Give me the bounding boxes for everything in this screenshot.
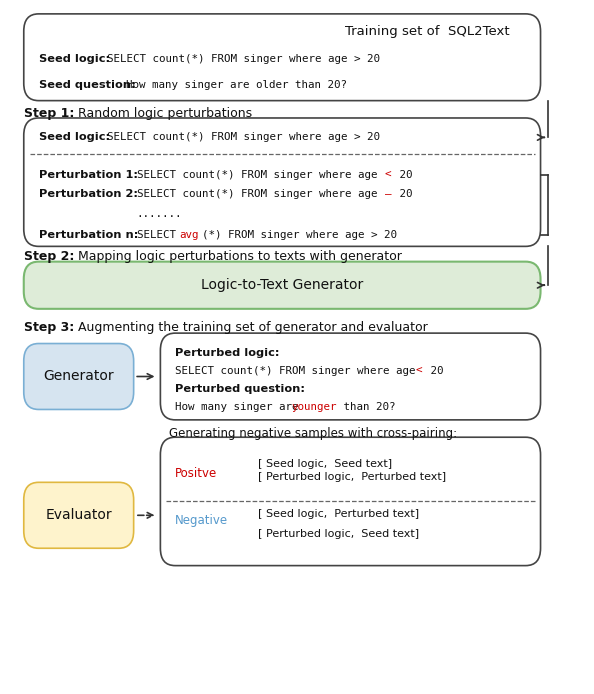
Text: <: < bbox=[385, 170, 391, 180]
Text: Perturbed question:: Perturbed question: bbox=[175, 384, 305, 393]
Text: [ Seed logic,  Seed text]: [ Seed logic, Seed text] bbox=[258, 459, 393, 468]
Text: Seed logic:: Seed logic: bbox=[39, 54, 110, 64]
Text: SELECT: SELECT bbox=[137, 230, 182, 239]
FancyBboxPatch shape bbox=[160, 333, 541, 420]
Text: Positve: Positve bbox=[175, 467, 217, 480]
FancyBboxPatch shape bbox=[160, 437, 541, 566]
Text: Generating negative samples with cross-pairing:: Generating negative samples with cross-p… bbox=[169, 428, 457, 440]
FancyBboxPatch shape bbox=[24, 482, 134, 548]
Text: SELECT count(*) FROM singer where age > 20: SELECT count(*) FROM singer where age > … bbox=[107, 54, 380, 64]
Text: SELECT count(*) FROM singer where age > 20: SELECT count(*) FROM singer where age > … bbox=[107, 133, 380, 142]
Text: Training set of  SQL2Text: Training set of SQL2Text bbox=[345, 25, 510, 37]
Text: <: < bbox=[416, 366, 422, 375]
Text: Augmenting the training set of generator and evaluator: Augmenting the training set of generator… bbox=[74, 321, 428, 334]
Text: Generator: Generator bbox=[43, 369, 114, 384]
Text: How many singer are: How many singer are bbox=[175, 402, 305, 412]
Text: [ Perturbed logic,  Perturbed text]: [ Perturbed logic, Perturbed text] bbox=[258, 473, 447, 482]
FancyBboxPatch shape bbox=[24, 344, 134, 409]
Text: .......: ....... bbox=[137, 209, 182, 219]
Text: (*) FROM singer where age > 20: (*) FROM singer where age > 20 bbox=[202, 230, 397, 239]
Text: Mapping logic perturbations to texts with generator: Mapping logic perturbations to texts wit… bbox=[74, 251, 402, 263]
Text: How many singer are older than 20?: How many singer are older than 20? bbox=[126, 80, 347, 90]
Text: Seed logic:: Seed logic: bbox=[39, 133, 110, 142]
Text: Seed question:: Seed question: bbox=[39, 80, 135, 90]
Text: Random logic perturbations: Random logic perturbations bbox=[74, 108, 252, 120]
Text: Step 2:: Step 2: bbox=[24, 251, 74, 263]
FancyBboxPatch shape bbox=[24, 14, 541, 101]
Text: Step 1:: Step 1: bbox=[24, 108, 74, 120]
Text: younger: younger bbox=[292, 402, 337, 412]
Text: [ Seed logic,  Perturbed text]: [ Seed logic, Perturbed text] bbox=[258, 509, 419, 518]
FancyBboxPatch shape bbox=[24, 118, 541, 246]
Text: Evaluator: Evaluator bbox=[45, 508, 112, 523]
Text: SELECT count(*) FROM singer where age: SELECT count(*) FROM singer where age bbox=[175, 366, 422, 375]
Text: 20: 20 bbox=[393, 189, 413, 199]
Text: [ Perturbed logic,  Seed text]: [ Perturbed logic, Seed text] bbox=[258, 530, 419, 539]
Text: SELECT count(*) FROM singer where age: SELECT count(*) FROM singer where age bbox=[137, 170, 384, 180]
Text: Negative: Negative bbox=[175, 514, 228, 527]
Text: SELECT count(*) FROM singer where age: SELECT count(*) FROM singer where age bbox=[137, 189, 384, 199]
Text: 20: 20 bbox=[393, 170, 413, 180]
Text: Logic-to-Text Generator: Logic-to-Text Generator bbox=[201, 278, 364, 292]
FancyBboxPatch shape bbox=[24, 262, 541, 309]
Text: Perturbation 1:: Perturbation 1: bbox=[39, 170, 138, 180]
Text: Step 3:: Step 3: bbox=[24, 321, 74, 334]
Text: Perturbation n:: Perturbation n: bbox=[39, 230, 138, 239]
Text: –: – bbox=[385, 189, 391, 199]
Text: Perturbation 2:: Perturbation 2: bbox=[39, 189, 138, 199]
Text: 20: 20 bbox=[424, 366, 443, 375]
Text: than 20?: than 20? bbox=[337, 402, 395, 412]
Text: Perturbed logic:: Perturbed logic: bbox=[175, 348, 280, 357]
Text: avg: avg bbox=[179, 230, 199, 239]
